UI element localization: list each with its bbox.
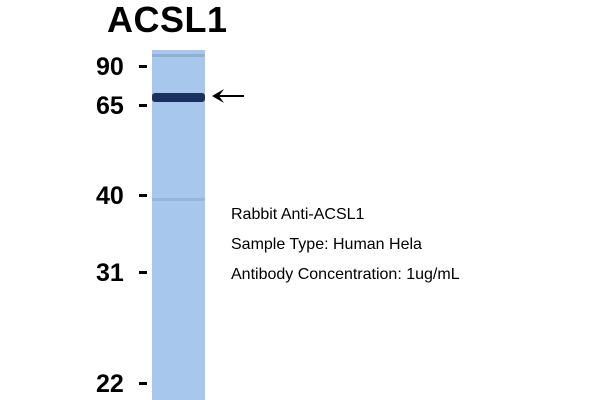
sample-type-text: Sample Type: Human Hela (231, 236, 422, 253)
marker-tick (139, 65, 147, 68)
marker-label: 65 (96, 92, 124, 120)
main-band (152, 93, 205, 102)
faint-band-middle (152, 198, 205, 201)
info-block: Rabbit Anti-ACSL1 Sample Type: Human Hel… (231, 200, 460, 290)
marker-label: 22 (96, 370, 124, 398)
concentration-text: Antibody Concentration: 1ug/mL (231, 266, 460, 283)
blot-title: ACSL1 (107, 0, 228, 40)
arrow-left-icon (212, 89, 244, 103)
faint-band-top (152, 54, 205, 57)
marker-90: 90 (96, 52, 156, 82)
marker-tick (139, 271, 147, 274)
marker-label: 40 (96, 182, 124, 210)
marker-40: 40 (96, 181, 156, 211)
antibody-text: Rabbit Anti-ACSL1 (231, 206, 365, 223)
marker-label: 31 (96, 259, 124, 287)
marker-tick (139, 104, 147, 107)
marker-tick (139, 194, 147, 197)
blot-lane (152, 50, 205, 400)
marker-31: 31 (96, 258, 156, 288)
marker-22: 22 (96, 369, 156, 399)
marker-65: 65 (96, 91, 156, 121)
marker-label: 90 (96, 53, 124, 81)
marker-tick (139, 382, 147, 385)
